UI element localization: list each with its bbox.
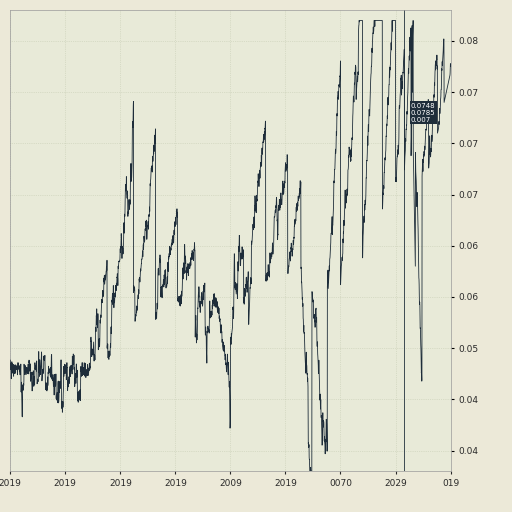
Text: 0.0748
0.0785
0.007: 0.0748 0.0785 0.007 [411,102,436,123]
